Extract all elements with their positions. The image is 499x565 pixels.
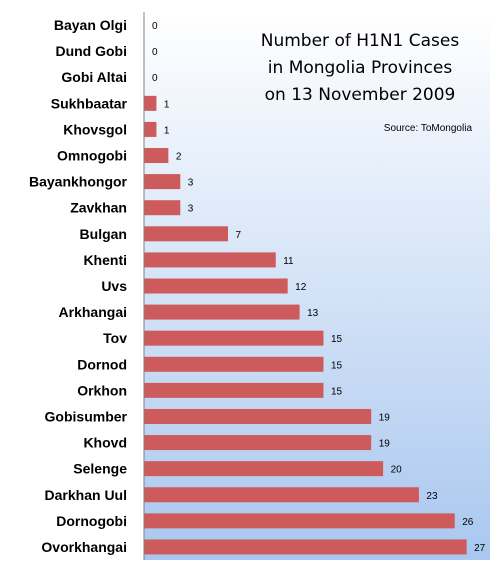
bar-bayankhongor <box>144 174 181 190</box>
value-label: 1 <box>164 125 170 136</box>
value-label: 20 <box>391 465 403 476</box>
bar-uvs <box>144 278 288 294</box>
category-label: Ovorkhangai <box>41 539 127 555</box>
value-label: 27 <box>474 543 486 554</box>
value-label: 15 <box>331 386 343 397</box>
bar-khenti <box>144 252 276 268</box>
value-label: 1 <box>164 99 170 110</box>
value-label: 0 <box>152 21 158 32</box>
category-label: Selenge <box>73 461 127 477</box>
value-label: 23 <box>426 491 438 502</box>
value-label: 3 <box>188 204 194 215</box>
value-label: 2 <box>176 152 182 163</box>
category-label: Bayan Olgi <box>54 17 127 33</box>
value-label: 11 <box>283 256 294 267</box>
title-line-1: Number of H1N1 Cases <box>261 31 460 51</box>
bar-tov <box>144 330 324 346</box>
source-note: Source: ToMongolia <box>384 123 473 134</box>
bars-group <box>144 95 467 555</box>
category-label: Khovsgol <box>63 121 127 137</box>
category-label: Khovd <box>83 435 127 451</box>
value-label: 0 <box>152 47 158 58</box>
bar-ovorkhangai <box>144 539 467 555</box>
category-label: Tov <box>103 330 127 346</box>
title-line-2: in Mongolia Provinces <box>268 58 453 78</box>
value-label: 3 <box>188 178 194 189</box>
bar-dornod <box>144 356 324 372</box>
bar-dornogobi <box>144 513 455 529</box>
bar-omnogobi <box>144 148 169 164</box>
value-label: 7 <box>236 230 242 241</box>
chart-title: Number of H1N1 Cases in Mongolia Provinc… <box>261 31 460 105</box>
category-label: Dornogobi <box>56 513 127 529</box>
category-label: Gobisumber <box>45 408 128 424</box>
bar-darkhan-uul <box>144 487 419 503</box>
bar-sukhbaatar <box>144 95 157 111</box>
value-label: 13 <box>307 308 319 319</box>
value-label: 19 <box>379 412 391 423</box>
title-line-3: on 13 November 2009 <box>265 85 456 105</box>
category-label: Omnogobi <box>57 148 127 164</box>
category-label: Dornod <box>77 356 127 372</box>
category-label: Dund Gobi <box>55 43 127 59</box>
category-label: Khenti <box>83 252 127 268</box>
bar-arkhangai <box>144 304 300 320</box>
category-labels: Bayan Olgi Dund Gobi Gobi Altai Sukhbaatar K… <box>29 17 128 555</box>
bar-orkhon <box>144 382 324 398</box>
bar-khovsgol <box>144 121 157 137</box>
bar-khovd <box>144 435 372 451</box>
bar-selenge <box>144 461 384 477</box>
category-label: Darkhan Uul <box>45 487 127 503</box>
bar-bulgan <box>144 226 229 242</box>
value-label: 26 <box>462 517 474 528</box>
category-label: Sukhbaatar <box>51 95 128 111</box>
category-label: Zavkhan <box>70 200 127 216</box>
value-label: 15 <box>331 360 343 371</box>
category-label: Bulgan <box>80 226 127 242</box>
value-label: 19 <box>379 439 391 450</box>
value-label: 15 <box>331 334 343 345</box>
category-label: Arkhangai <box>59 304 127 320</box>
category-label: Uvs <box>101 278 127 294</box>
bar-zavkhan <box>144 200 181 216</box>
bar-gobisumber <box>144 408 372 424</box>
value-label: 12 <box>295 282 307 293</box>
category-label: Gobi Altai <box>61 69 127 85</box>
value-label: 0 <box>152 73 158 84</box>
category-label: Bayankhongor <box>29 174 128 190</box>
category-label: Orkhon <box>77 382 127 398</box>
